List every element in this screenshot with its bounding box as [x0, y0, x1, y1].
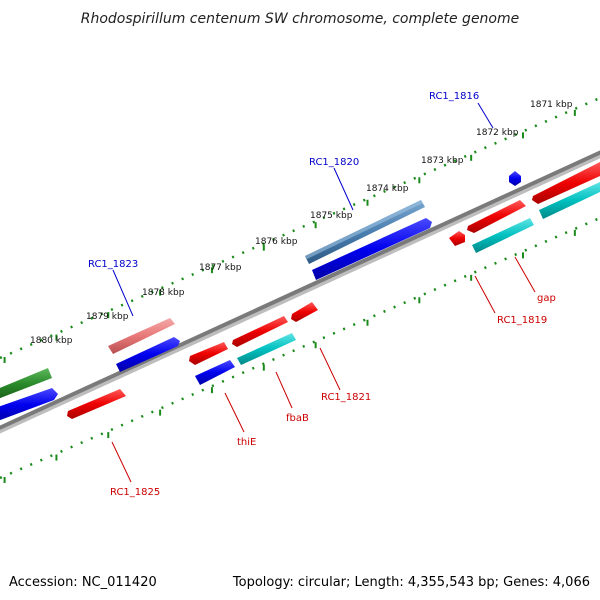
ruler-label-1872: 1872 kbp [476, 128, 519, 138]
chromosome-backbone [0, 150, 600, 430]
ruler-label-1878: 1878 kbp [142, 288, 185, 298]
ruler-label-1871: 1871 kbp [530, 100, 573, 110]
gene-rc1-1823[interactable] [108, 318, 175, 354]
ruler-label-1879: 1879 kbp [86, 312, 129, 322]
gene-label-rc1-1823[interactable]: RC1_1823 [88, 259, 138, 270]
gene-rc1-1816[interactable] [509, 171, 521, 186]
ruler-label-1875: 1875 kbp [310, 211, 353, 221]
ruler-label-1873: 1873 kbp [421, 156, 464, 166]
gene-cyan-right-2[interactable] [539, 182, 600, 219]
gene-thie-blue[interactable] [195, 360, 235, 385]
gene-rc1-1821[interactable] [291, 302, 318, 322]
gene-rc1-1824-forward[interactable] [116, 337, 180, 372]
gene-label-thie[interactable]: thiE [237, 437, 256, 448]
gene-label-rc1-1820[interactable]: RC1_1820 [309, 157, 359, 168]
gene-label-rc1-1816[interactable]: RC1_1816 [429, 91, 479, 102]
gene-fbab-cyan[interactable] [237, 333, 296, 365]
gene-fbab-red[interactable] [232, 316, 288, 347]
gene-blue-left[interactable] [0, 388, 58, 422]
gene-rc1-1820-forward[interactable] [312, 218, 432, 280]
gene-green-left[interactable] [0, 368, 52, 400]
gene-label-rc1-1825[interactable]: RC1_1825 [110, 487, 160, 498]
gene-cyan-right-1[interactable] [472, 218, 534, 253]
map-title: Rhodospirillum centenum SW chromosome, c… [81, 11, 520, 27]
label-leader-lines [111, 102, 536, 483]
gene-gap[interactable] [467, 200, 526, 233]
gene-label-gap[interactable]: gap [537, 293, 556, 304]
ruler-track-lower [0, 216, 600, 480]
ruler-label-1877: 1877 kbp [199, 263, 242, 273]
gene-label-rc1-1821[interactable]: RC1_1821 [321, 392, 371, 403]
gene-rc1-1819-small[interactable] [449, 231, 465, 246]
gene-thie-red[interactable] [189, 342, 228, 365]
ruler-label-1880: 1880 kbp [30, 336, 73, 346]
ruler-label-1876: 1876 kbp [255, 237, 298, 247]
footer-topology: Topology: circular; Length: 4,355,543 bp… [232, 575, 590, 590]
gene-red-upper-right[interactable] [532, 162, 600, 204]
gene-rc1-1820[interactable] [305, 200, 425, 264]
gene-label-rc1-1819[interactable]: RC1_1819 [497, 315, 547, 326]
footer-accession: Accession: NC_011420 [9, 575, 157, 590]
gene-rc1-1825[interactable] [67, 389, 126, 419]
ruler-label-1874: 1874 kbp [366, 184, 409, 194]
ruler-major-ticks [3, 109, 576, 484]
gene-label-fbab[interactable]: fbaB [286, 413, 309, 424]
